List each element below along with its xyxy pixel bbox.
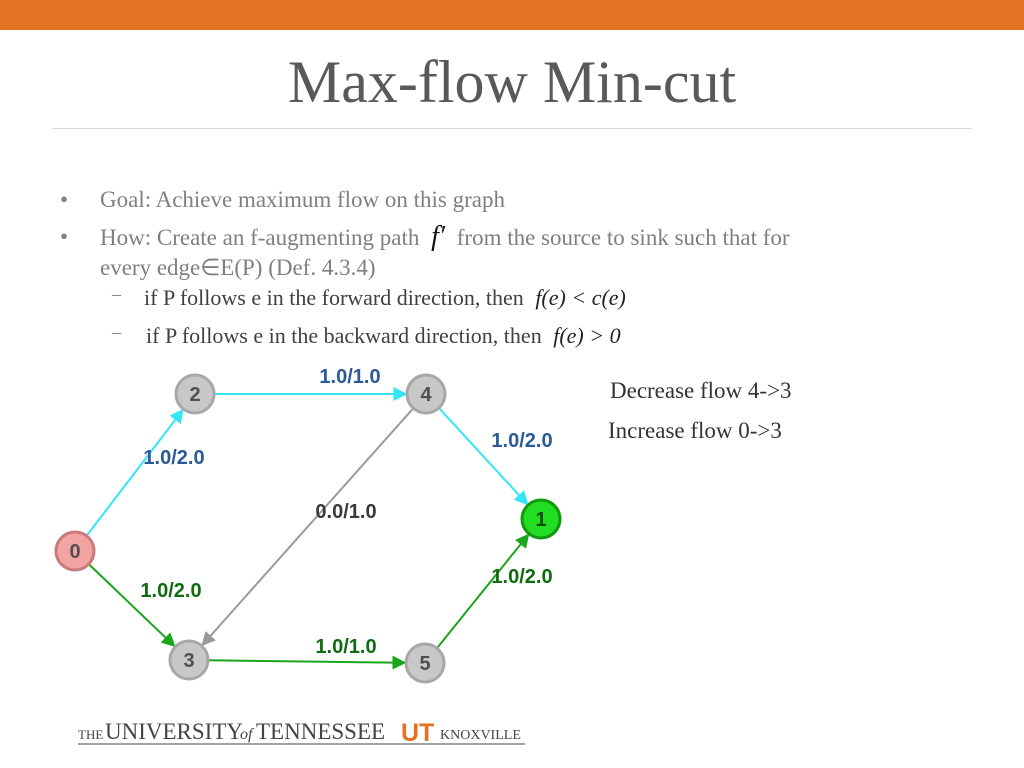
node-label: 3 (183, 650, 194, 672)
edge-3-5 (207, 655, 407, 670)
footer-university: UNIVERSITY (105, 719, 243, 744)
node-label: 1 (535, 509, 546, 531)
augmenting-path-math: f′ (431, 221, 445, 252)
node-label: 2 (189, 384, 200, 406)
sub-bullet-forward-math: f(e) < c(e) (535, 285, 626, 310)
node-circle (174, 373, 216, 415)
sub-bullet-backward-math: f(e) > 0 (553, 323, 621, 348)
bullet-how-line2: every edge∈E(P) (Def. 4.3.4) (100, 255, 376, 280)
bullet-dot: • (60, 224, 69, 249)
edge-label-5-1: 1.0/2.0 (491, 566, 552, 588)
edge-label-4-3: 0.0/1.0 (315, 501, 376, 523)
node-label: 4 (420, 384, 432, 406)
node-circle (168, 639, 210, 681)
node-4: 4 (405, 373, 447, 415)
edge-label-2-4: 1.0/1.0 (319, 366, 380, 388)
node-3: 3 (168, 639, 210, 681)
edge-label-3-5: 1.0/1.0 (315, 636, 376, 658)
bullet-goal: • Goal: Achieve maximum flow on this gra… (60, 185, 970, 215)
node-5: 5 (404, 642, 446, 684)
edge-label-0-3: 1.0/2.0 (140, 580, 201, 602)
bullet-dot: • (60, 187, 69, 212)
footer-knoxville: KNOXVILLE (440, 728, 521, 743)
edge-label-0-2: 1.0/2.0 (143, 447, 204, 469)
sub-bullet-forward: if P follows e in the forward direction,… (144, 283, 626, 313)
node-label: 5 (419, 653, 430, 675)
node-circle (404, 642, 446, 684)
footer-logo-graphic: THE UNIVERSITY of TENNESSEE UT KNOXVILLE (78, 719, 525, 747)
node-0: 0 (54, 530, 96, 572)
bullet-how-text: How: Create an f-augmenting path (100, 225, 420, 250)
footer-tennessee: TENNESSEE (256, 719, 385, 744)
title-divider (52, 128, 972, 129)
node-circle (405, 373, 447, 415)
edge-0-3 (88, 563, 176, 648)
bullet-goal-text: Goal: Achieve maximum flow on this graph (100, 187, 505, 212)
note-increase-flow: Increase flow 0->3 (608, 418, 782, 443)
node-circle (520, 498, 562, 540)
ut-logo-icon: UT (401, 719, 434, 747)
accent-top-bar (0, 0, 1024, 30)
edge-label-4-1: 1.0/2.0 (491, 430, 552, 452)
node-circle (54, 530, 96, 572)
edge-4-1 (438, 407, 529, 506)
bullet-how-text-cont: from the source to sink such that for (456, 225, 790, 250)
bullet-how: • How: Create an f-augmenting path f′ fr… (60, 221, 970, 283)
edge-0-2 (85, 408, 184, 537)
sub-bullet-dash: – (112, 284, 121, 304)
university-footer-logo: THE UNIVERSITY of TENNESSEE UT KNOXVILLE (78, 712, 538, 752)
edge-5-1 (436, 533, 530, 649)
sub-bullet-dash: – (112, 322, 121, 342)
footer-the: THE (78, 727, 103, 742)
slide-title: Max-flow Min-cut (287, 49, 737, 115)
node-label: 0 (69, 541, 80, 563)
note-decrease-flow: Decrease flow 4->3 (610, 378, 792, 403)
sub-bullet-backward: if P follows e in the backward direction… (146, 321, 621, 351)
node-2: 2 (174, 373, 216, 415)
sub-bullet-backward-text: if P follows e in the backward direction… (146, 323, 542, 348)
node-1: 1 (520, 498, 562, 540)
edge-4-3 (201, 407, 415, 647)
footer-of: of (240, 726, 255, 743)
sub-bullet-forward-text: if P follows e in the forward direction,… (144, 285, 524, 310)
